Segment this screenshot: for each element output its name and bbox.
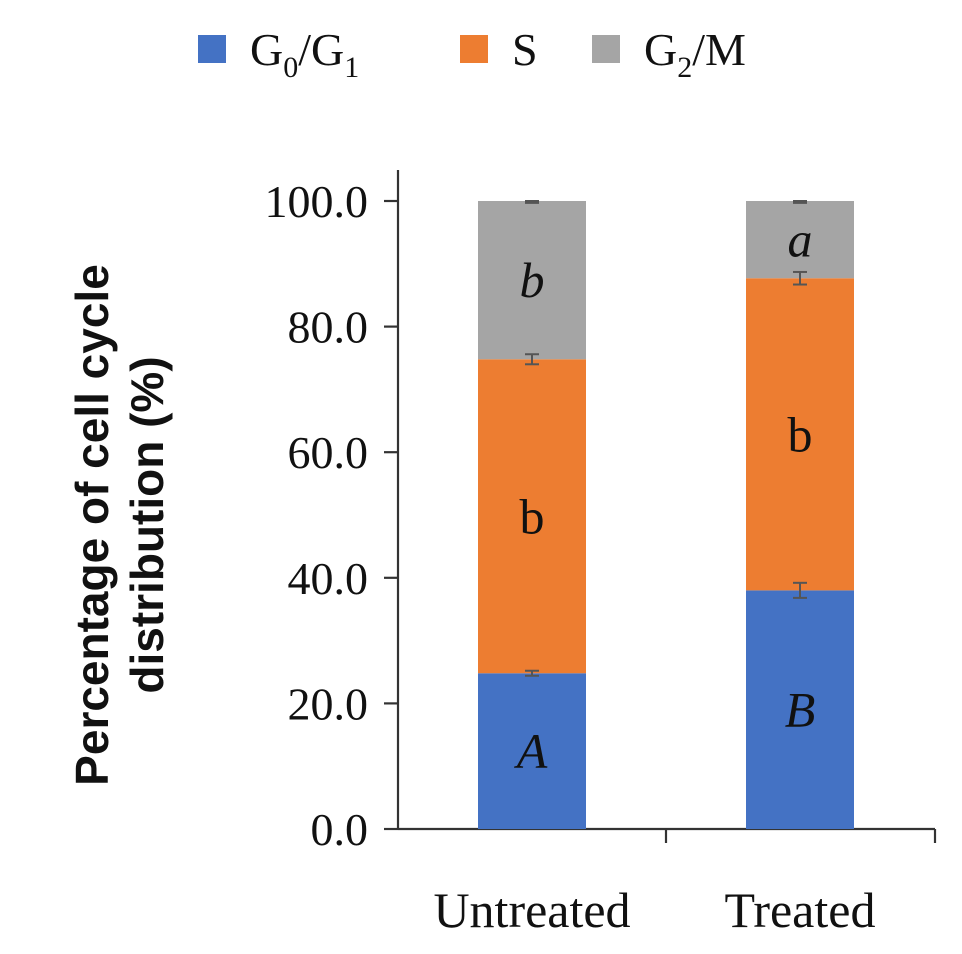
y-axis-label: Percentage of cell cycle distribution (%) [66,264,173,786]
bar-segment [478,359,586,674]
y-tick-label: 0.0 [311,804,369,855]
legend: G0/G1 S G2/M [198,24,746,84]
legend-swatch [460,35,488,63]
legend-label: G2/M [644,24,746,84]
x-tick-label: Treated [725,882,876,938]
y-tick-label: 40.0 [288,553,369,604]
y-tick-label: 100.0 [265,176,369,227]
error-bars [525,200,807,677]
segment-labels: Ab b Bb a [514,212,816,780]
error-bar [525,200,539,204]
legend-swatch [592,35,620,63]
y-tick-label: 80.0 [288,302,369,353]
bar-segment [478,673,586,829]
segment-label: A [514,723,548,779]
bar-segment [478,201,586,360]
bar-segment [746,201,854,279]
error-bar [525,353,539,366]
bars [478,201,854,829]
legend-swatch [198,35,226,63]
y-axis-label-line: Percentage of cell cycle [66,264,118,786]
y-tick-label: 20.0 [288,678,369,729]
segment-label: b [788,406,813,462]
error-bar [793,200,807,204]
legend-item: G0/G1 [198,24,359,84]
error-bar [525,669,539,677]
y-ticks: 0.0 20.0 40.0 60.0 80.0 100.0 [265,176,398,855]
legend-label: S [512,24,538,75]
segment-label: b [520,252,545,308]
segment-label: B [785,682,816,738]
bar-segment [746,278,854,591]
y-axis-label-line: distribution (%) [121,356,173,693]
legend-label: G0/G1 [250,24,359,84]
x-ticks: Untreated Treated [433,829,937,938]
bar-segment [746,590,854,829]
segment-label: a [788,212,813,268]
legend-item: S [460,24,538,75]
segment-label: b [520,488,545,544]
error-bar [793,270,807,286]
y-tick-label: 60.0 [288,427,369,478]
error-bar [793,581,807,599]
x-tick-label: Untreated [433,882,630,938]
legend-item: G2/M [592,24,746,84]
